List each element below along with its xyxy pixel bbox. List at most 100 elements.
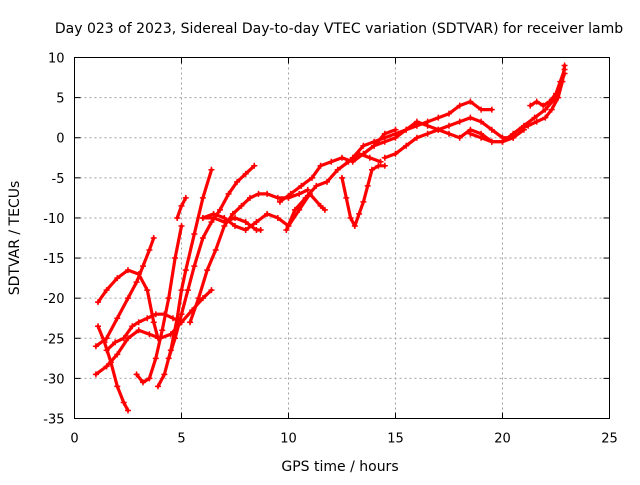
data-point — [356, 210, 363, 217]
data-point — [324, 178, 331, 185]
data-point — [413, 134, 420, 141]
data-point — [424, 122, 431, 129]
data-point — [360, 198, 367, 205]
data-point — [456, 118, 463, 125]
data-point — [242, 170, 249, 177]
data-point — [317, 162, 324, 169]
data-point — [92, 343, 99, 350]
x-tick-label: 15 — [387, 432, 404, 447]
data-point — [242, 226, 249, 233]
data-point — [347, 214, 354, 221]
data-point — [150, 319, 157, 326]
data-point — [371, 142, 378, 149]
tick-layer: 0 5 10 15 20 25 10 5 0 -5 -10 -15 -20 -25 -30 -35 — [43, 52, 618, 447]
data-point — [510, 130, 517, 137]
data-point — [125, 267, 131, 274]
y-tick-label: -25 — [43, 332, 64, 347]
data-point — [154, 383, 161, 390]
series-line — [96, 268, 160, 340]
x-axis-label: GPS time / hours — [281, 459, 398, 475]
data-point — [208, 287, 215, 294]
data-point — [150, 235, 157, 241]
data-point — [191, 230, 198, 237]
data-point — [114, 351, 121, 358]
data-point — [424, 130, 431, 137]
data-point — [488, 138, 495, 145]
data-point — [381, 162, 388, 169]
data-point — [516, 126, 523, 133]
y-tick-label: -5 — [52, 172, 65, 187]
series-line — [528, 67, 567, 108]
data-point — [557, 78, 564, 85]
data-point — [467, 114, 474, 121]
data-point — [533, 118, 540, 125]
data-point — [548, 106, 555, 113]
series-track-15 — [339, 162, 388, 229]
data-point — [120, 399, 127, 406]
data-point — [161, 371, 168, 378]
data-point — [178, 311, 185, 318]
series-line — [468, 71, 567, 144]
data-point — [246, 194, 253, 201]
y-tick-label: -30 — [43, 372, 64, 387]
data-point — [499, 138, 506, 145]
series-track-10 — [187, 186, 311, 326]
data-point — [317, 202, 324, 209]
data-point — [114, 315, 121, 322]
data-point — [133, 371, 140, 378]
data-point — [264, 190, 271, 197]
data-point — [553, 90, 559, 97]
data-point — [368, 166, 375, 173]
data-point — [446, 130, 452, 137]
data-point — [381, 154, 388, 161]
data-point — [364, 182, 371, 189]
series-track-9 — [165, 162, 258, 362]
data-point — [139, 263, 146, 270]
data-point — [456, 134, 463, 141]
data-point — [381, 138, 388, 145]
data-point — [165, 295, 172, 302]
series-track-20 — [516, 62, 568, 133]
data-point — [204, 267, 211, 274]
data-point — [184, 287, 191, 294]
grid-layer — [74, 57, 610, 419]
data-point — [467, 98, 474, 105]
data-point — [298, 182, 305, 189]
data-point — [178, 202, 185, 209]
data-point — [152, 355, 159, 362]
y-axis-label: SDTVAR / TECUs — [7, 181, 23, 296]
data-point — [392, 150, 399, 157]
data-point — [146, 331, 153, 338]
data-point — [328, 158, 335, 165]
data-point — [217, 206, 224, 213]
data-point — [234, 178, 241, 185]
data-point — [133, 279, 140, 286]
data-point — [187, 319, 194, 326]
data-point — [114, 383, 121, 390]
data-point — [103, 363, 110, 370]
data-point — [478, 134, 485, 141]
x-tick-label: 20 — [494, 432, 511, 447]
data-point — [264, 210, 271, 217]
data-point — [210, 214, 217, 221]
x-tick-label: 0 — [70, 432, 78, 447]
data-point — [144, 287, 151, 294]
data-point — [232, 222, 238, 229]
data-point — [542, 114, 549, 121]
series-track-12 — [199, 214, 264, 233]
data-point — [321, 206, 328, 213]
data-point — [159, 327, 166, 334]
data-point — [339, 154, 345, 161]
data-point — [257, 226, 264, 233]
x-tick-label: 10 — [280, 432, 297, 447]
data-point — [392, 134, 399, 141]
data-point — [221, 218, 228, 225]
data-point — [253, 218, 260, 225]
data-point — [152, 311, 159, 318]
y-tick-label: -10 — [43, 212, 64, 227]
series-line — [94, 236, 156, 348]
data-point — [488, 106, 495, 113]
series-line — [188, 188, 310, 324]
